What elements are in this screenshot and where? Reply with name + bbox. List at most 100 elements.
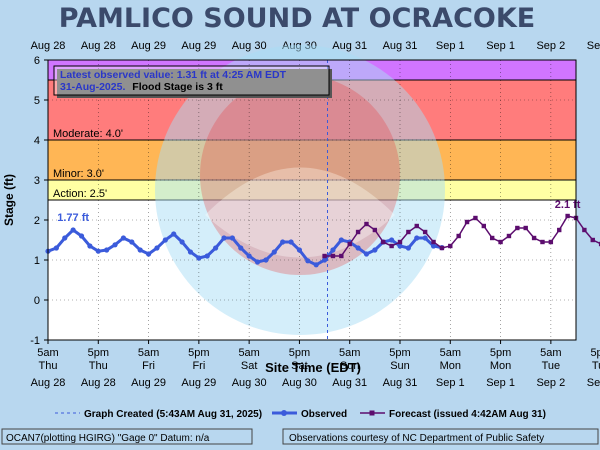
x-axis-label: Site Time (EDT) [265, 360, 361, 375]
x-tick-day-7: Sun [390, 360, 410, 372]
forecast-point-14 [439, 245, 445, 251]
observed-point-12 [145, 251, 152, 257]
observed-point-14 [162, 237, 168, 243]
latest-value-box: Latest observed value: 1.31 ft at 4:25 A… [53, 65, 332, 98]
x-tick-time-7: 5pm [389, 347, 410, 359]
observed-point-31 [305, 258, 311, 264]
y-tick-label-7: 6 [34, 55, 40, 67]
observed-point-10 [129, 239, 135, 245]
watermark-outer-ring [155, 45, 445, 335]
flood-stage-note: Flood Stage is 3 ft [132, 81, 223, 93]
forecast-point-22 [506, 233, 512, 239]
top-tick-labels: Aug 28 Aug 28 Aug 29 Aug 29 Aug 30 Aug 30 Aug … [31, 40, 600, 52]
legend-forecast-label: Forecast (issued 4:42AM Aug 31) [389, 409, 546, 420]
forecast-point-20 [489, 235, 495, 241]
observed-point-3 [70, 227, 76, 233]
forecast-peak-label: 2.1 ft [555, 199, 581, 211]
x-tick-day-8: Mon [440, 360, 461, 372]
forecast-point-4 [355, 229, 361, 235]
forecast-point-11 [414, 223, 419, 229]
observed-point-18 [196, 255, 202, 261]
latest-value-box-bg [53, 65, 330, 96]
x-tick-date-6: Aug 31 [332, 377, 367, 389]
flood-band-label-2: Moderate: 4.0' [53, 128, 123, 140]
observed-point-1 [53, 245, 59, 251]
observed-point-37 [355, 245, 361, 251]
observed-point-8 [112, 242, 118, 248]
top-tick-label-6: Aug 31 [332, 40, 367, 52]
x-tick-date-11: Sep 2 [587, 377, 600, 389]
observed-point-32 [313, 262, 319, 268]
observed-point-4 [78, 233, 85, 239]
observed-point-24 [246, 253, 252, 259]
footer-right-frame [282, 428, 599, 445]
forecast-point-18 [473, 215, 478, 221]
y-tick-label-3: 2 [34, 215, 40, 227]
forecast-point-25 [531, 235, 537, 241]
forecast-point-33 [598, 241, 600, 247]
top-tick-label-11: Sep 2 [587, 40, 600, 52]
x-tick-day-9: Mon [490, 360, 511, 372]
x-tick-time-11: 5pm [590, 347, 600, 359]
footer-left-text: OCAN7(plotting HGIRG) "Gage 0" Datum: n/… [6, 433, 210, 444]
forecast-point-24 [523, 225, 528, 231]
x-tick-day-2: Fri [142, 360, 155, 372]
latest-value-date: 31-Aug-2025. [60, 81, 125, 93]
footer-right-text: Observations courtesy of NC Department o… [289, 433, 544, 444]
observed-point-26 [263, 257, 269, 263]
x-tick-time-1: 5pm [88, 347, 109, 359]
forecast-point-7 [381, 239, 386, 245]
forecast-point-31 [582, 227, 587, 233]
watermark-gull-shape [205, 167, 395, 258]
observed-point-41 [389, 237, 395, 243]
observed-point-28 [280, 239, 286, 245]
forecast-point-16 [456, 233, 461, 239]
observed-point-34 [330, 247, 336, 253]
x-tick-time-0: 5am [37, 347, 58, 359]
observed-point-9 [120, 235, 127, 241]
top-tick-label-5: Aug 30 [282, 40, 317, 52]
forecast-point-0 [322, 253, 327, 259]
observed-point-21 [221, 235, 227, 241]
forecast-point-27 [548, 239, 554, 245]
flood-band-label-1: Minor: 3.0' [53, 168, 104, 180]
observed-point-23 [238, 245, 244, 251]
forecast-point-19 [481, 223, 487, 229]
forecast-point-10 [406, 229, 411, 235]
observed-point-11 [137, 247, 143, 253]
top-tick-label-0: Aug 28 [31, 40, 66, 52]
observed-peak-label: 1.77 ft [57, 212, 89, 224]
latest-value-line1: Latest observed value: 1.31 ft at 4:25 A… [60, 69, 287, 81]
x-tick-day-6: Sun [340, 360, 360, 372]
observed-point-29 [288, 239, 294, 245]
y-tick-label-4: 3 [34, 175, 40, 187]
observed-point-42 [397, 243, 403, 249]
top-tick-label-7: Aug 31 [383, 40, 418, 52]
observed-point-45 [422, 235, 428, 241]
legend: Graph Created (5:43AM Aug 31, 2025) Obse… [55, 409, 546, 420]
top-tick-label-3: Aug 29 [181, 40, 216, 52]
y-tick-label-6: 5 [34, 95, 40, 107]
y-tick-label-5: 4 [34, 135, 40, 147]
x-tick-date-1: Aug 28 [81, 377, 116, 389]
observed-point-25 [254, 259, 261, 265]
flood-band-0 [48, 180, 576, 200]
x-tick-date-4: Aug 30 [232, 377, 267, 389]
x-tick-time-9: 5pm [490, 347, 511, 359]
forecast-point-3 [347, 241, 352, 247]
observed-point-2 [62, 235, 68, 241]
legend-observed-marker [281, 410, 287, 416]
x-tick-date-10: Sep 2 [536, 377, 565, 389]
y-axis-label: Stage (ft) [2, 174, 16, 226]
observed-point-5 [87, 243, 93, 249]
x-tick-day-5: Sat [291, 360, 308, 372]
forecast-point-12 [422, 229, 428, 235]
footer-left-box: OCAN7(plotting HGIRG) "Gage 0" Datum: n/… [1, 428, 253, 445]
flood-category-bands [48, 60, 576, 201]
forecast-point-13 [431, 239, 436, 245]
y-tick-label-0: -1 [30, 335, 40, 347]
x-tick-day-0: Thu [39, 360, 58, 372]
x-tick-time-4: 5am [238, 347, 259, 359]
forecast-point-6 [372, 227, 378, 233]
